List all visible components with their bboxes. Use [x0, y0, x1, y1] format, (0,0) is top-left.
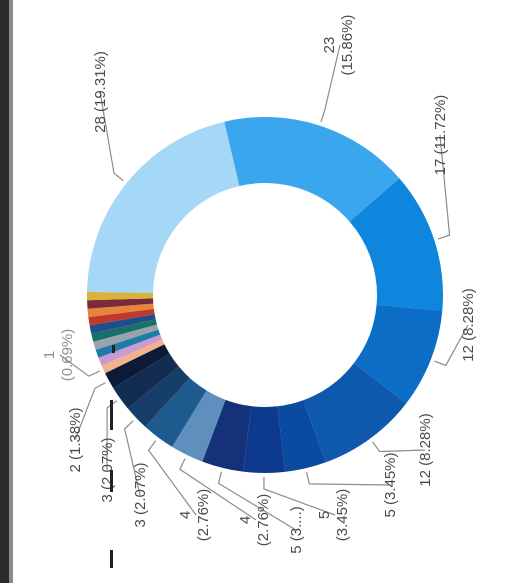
donut-slice	[87, 291, 154, 301]
crop-mark	[110, 470, 113, 492]
slice-label: 3 (2.07%)	[132, 462, 149, 527]
donut-slice	[93, 324, 159, 350]
donut-slice	[105, 344, 170, 388]
donut-slice	[95, 329, 161, 358]
donut-slices	[87, 116, 443, 473]
slice-label: 4(2.76%)	[177, 489, 212, 542]
leader-line	[74, 382, 106, 441]
donut-slice	[303, 363, 407, 463]
leader-line	[59, 354, 100, 377]
slice-label: 5 (3....)	[288, 506, 305, 554]
leader-line	[179, 458, 257, 521]
crop-mark	[112, 345, 115, 353]
slice-label: 3 (2.07%)	[99, 437, 116, 502]
donut-slice	[87, 121, 240, 294]
page-edge-shadow	[9, 0, 13, 583]
donut-slice	[91, 319, 157, 342]
donut-slice	[89, 314, 156, 334]
leader-line	[147, 440, 197, 516]
leader-line	[320, 44, 341, 123]
slice-label: 1(0.69%)	[41, 329, 76, 382]
leader-line	[263, 476, 336, 516]
donut-slice	[101, 339, 165, 374]
donut-slice	[172, 390, 226, 462]
donut-slice	[87, 298, 154, 309]
donut-slice	[98, 334, 163, 366]
donut-slice	[88, 308, 155, 326]
slice-label: 23(15.86%)	[321, 15, 356, 76]
crop-mark	[110, 400, 113, 430]
page-edge	[0, 0, 9, 583]
donut-slice	[127, 366, 190, 427]
donut-slice	[243, 406, 285, 473]
slice-label: 2 (1.38%)	[67, 407, 84, 472]
leader-lines	[59, 44, 469, 531]
leader-line	[306, 472, 391, 486]
leader-line	[434, 324, 469, 367]
donut-slice	[145, 377, 207, 447]
crop-mark	[110, 550, 113, 568]
donut-slice	[349, 178, 443, 311]
slice-label: 4(2.76%)	[237, 494, 272, 547]
slice-label: 12 (8.28%)	[460, 288, 477, 361]
donut-slice	[87, 303, 154, 318]
donut-slice	[113, 353, 179, 409]
slice-label: 28 (19.31%)	[92, 51, 109, 133]
slice-label: 5(3.45%)	[316, 489, 351, 542]
leader-line	[217, 471, 297, 531]
leader-line	[106, 400, 118, 471]
slice-label: 5 (3.45%)	[382, 452, 399, 517]
donut-slice	[353, 304, 443, 404]
leader-line	[437, 134, 451, 240]
leader-line	[372, 441, 426, 453]
leader-line	[99, 91, 124, 182]
donut-slice	[202, 399, 252, 472]
slice-labels: 28 (19.31%) 23(15.86%) 17 (11.72%) 12 (8.28…	[41, 15, 477, 554]
slice-label: 12 (8.28%)	[417, 413, 434, 486]
donut-slice	[224, 116, 400, 222]
leader-line	[123, 420, 141, 496]
slice-label: 17 (11.72%)	[432, 95, 449, 176]
donut-slice	[277, 400, 326, 472]
